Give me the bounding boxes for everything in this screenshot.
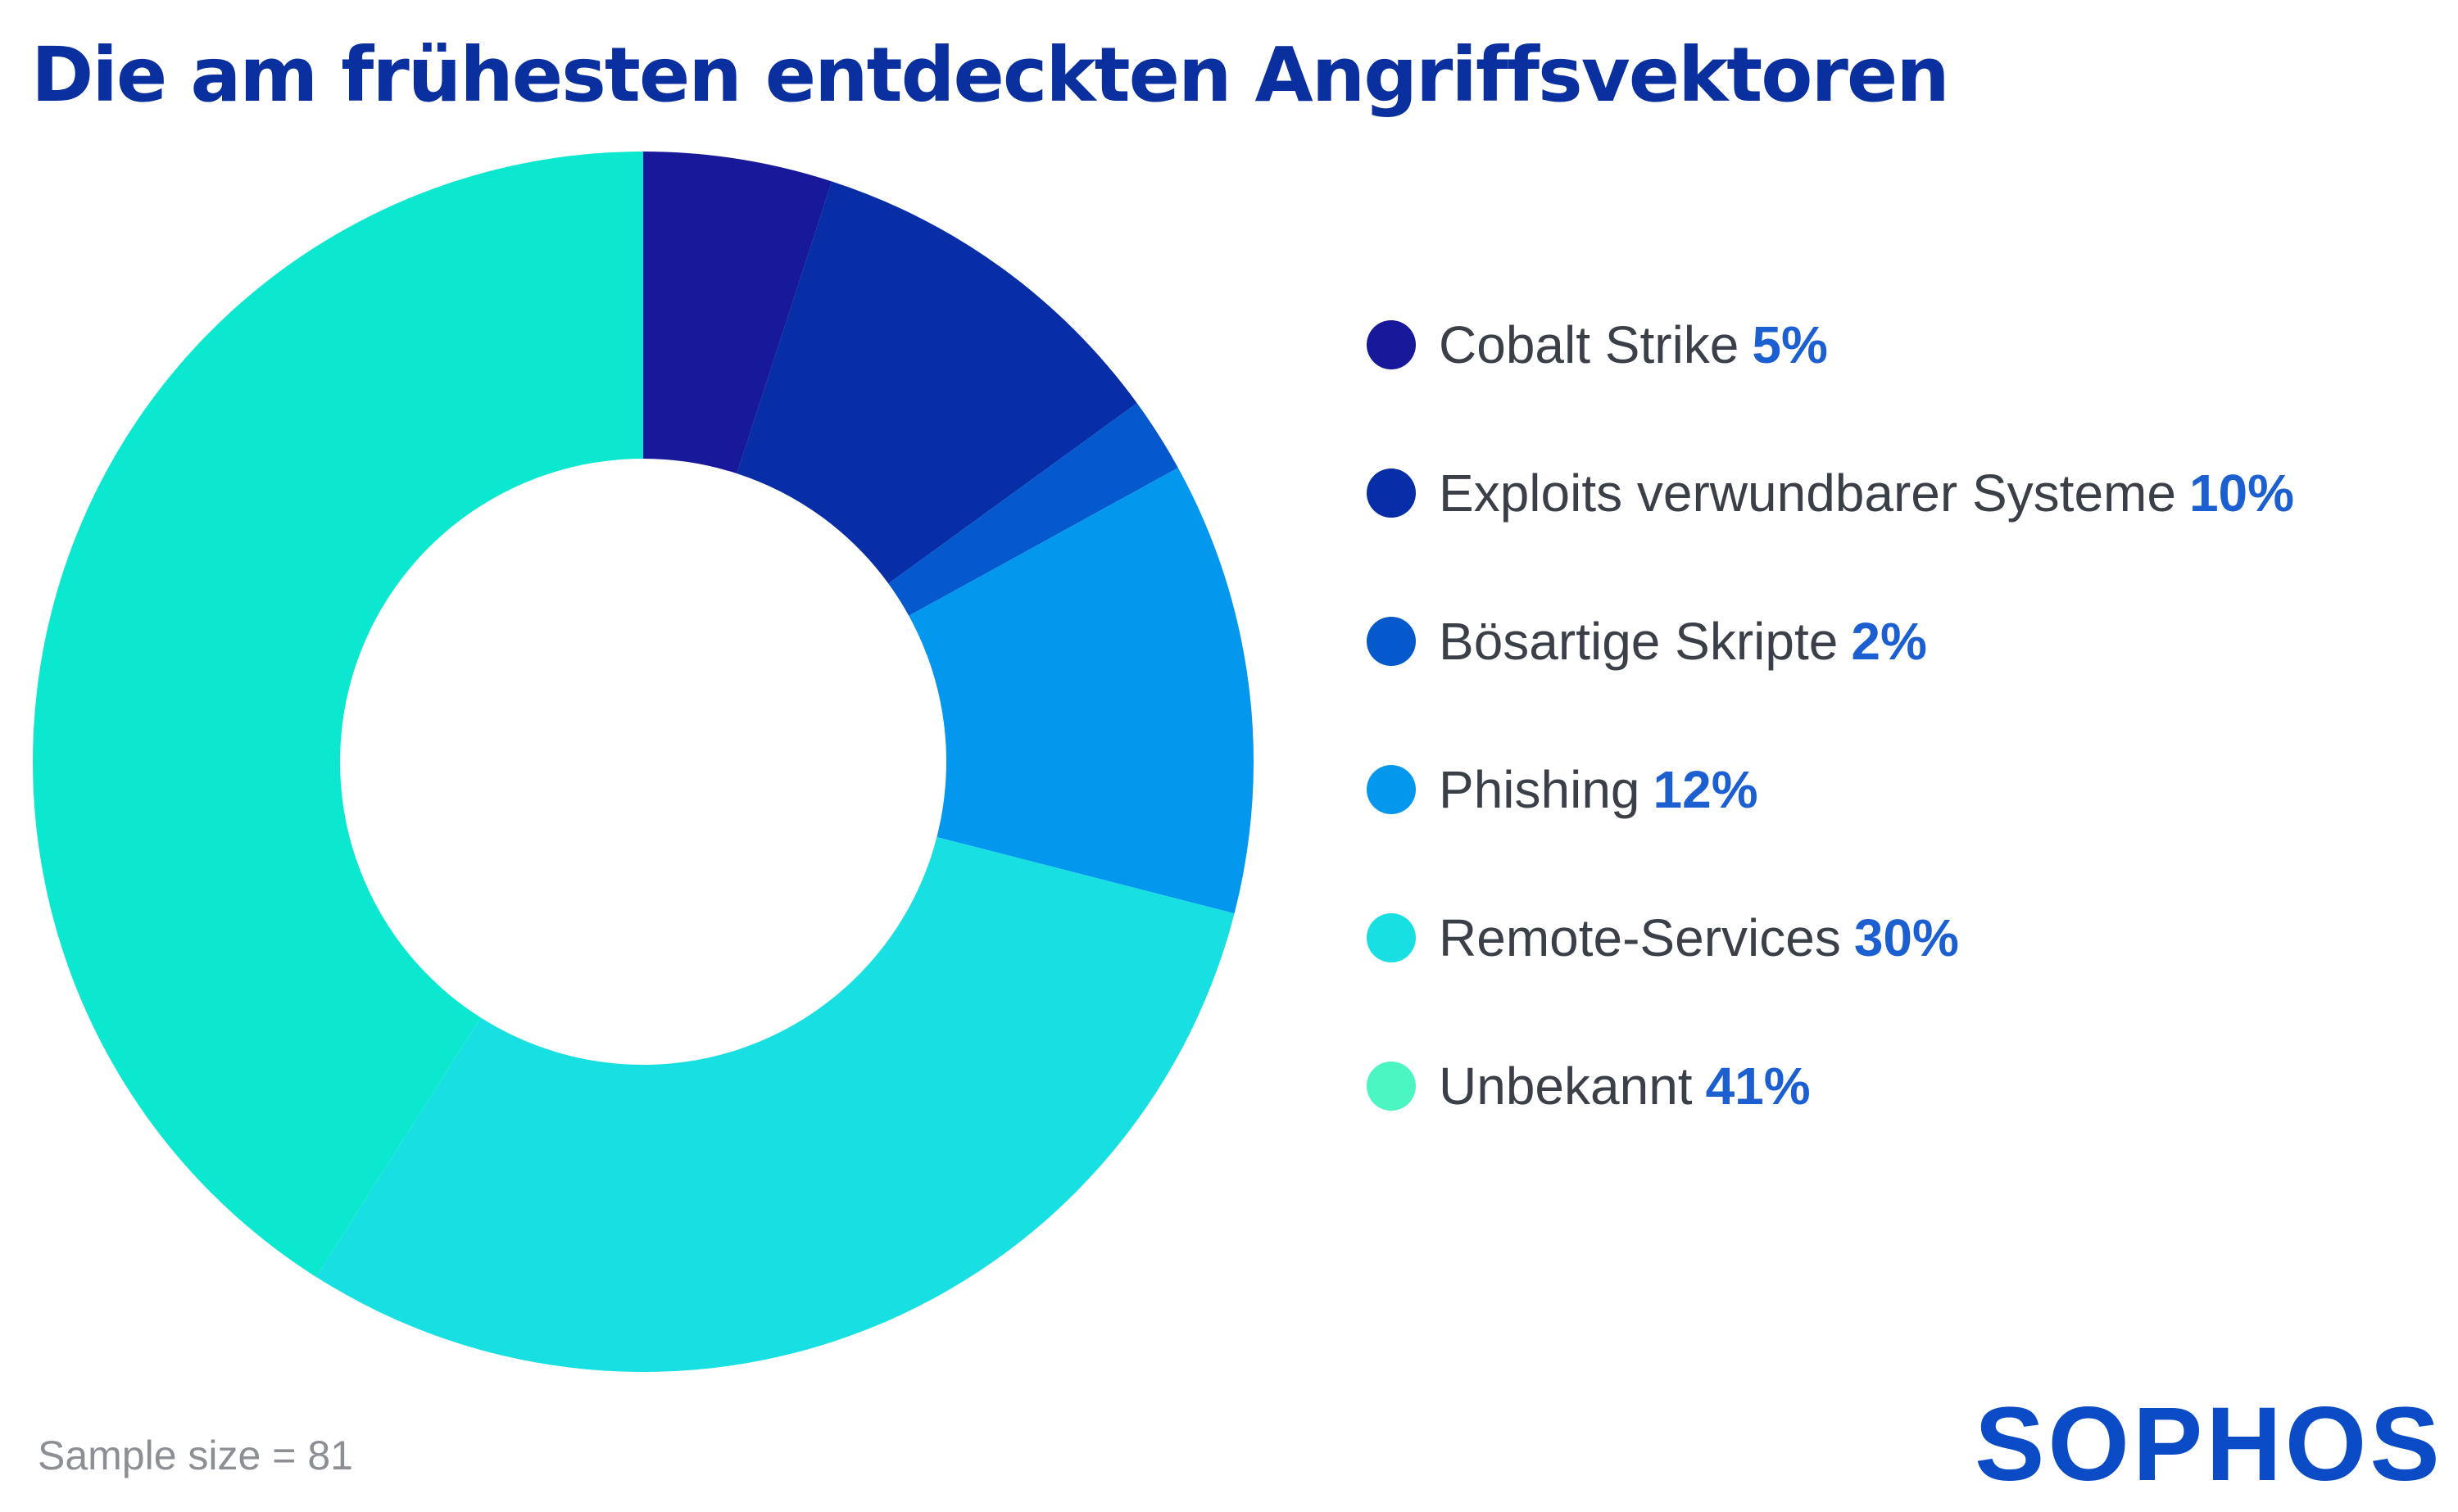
donut-slices	[32, 152, 1254, 1373]
legend-swatch	[1367, 1061, 1416, 1111]
slice-cobalt-strike	[643, 152, 832, 474]
legend-value: 5%	[1752, 315, 1828, 374]
slice-exploits-verwundbarer-systeme	[737, 181, 1137, 584]
slice-phishing	[909, 468, 1254, 914]
donut-chart	[32, 152, 1254, 1373]
legend-value: 41%	[1705, 1056, 1811, 1116]
legend-value: 12%	[1653, 759, 1758, 819]
legend-label: Bösartige Skripte	[1439, 611, 1839, 671]
legend-item: Bösartige Skripte 2%	[1367, 567, 2294, 715]
legend-value: 10%	[2188, 463, 2295, 523]
slice-bösartige-skripte	[888, 403, 1178, 616]
legend-item: Unbekannt 41%	[1367, 1012, 2294, 1160]
legend-item: Remote-Services 30%	[1367, 863, 2294, 1012]
legend-item: Phishing 12%	[1367, 715, 2294, 863]
legend-value: 2%	[1851, 611, 1927, 671]
legend-swatch	[1367, 468, 1416, 518]
legend-label: Cobalt Strike	[1439, 315, 1739, 374]
slice-remote-services	[315, 837, 1235, 1373]
legend-item: Exploits verwundbarer Systeme 10%	[1367, 419, 2294, 567]
legend-value: 30%	[1853, 908, 1959, 967]
legend-swatch	[1367, 319, 1416, 369]
legend: Cobalt Strike 5% Exploits verwundbarer S…	[1367, 270, 2294, 1160]
legend-swatch	[1367, 616, 1416, 666]
legend-item: Cobalt Strike 5%	[1367, 270, 2294, 419]
legend-label: Phishing	[1439, 759, 1640, 819]
chart-title: Die am frühesten entdeckten Angriffsvekt…	[31, 31, 1950, 119]
legend-swatch	[1367, 912, 1416, 962]
legend-label: Remote-Services	[1439, 908, 1841, 967]
legend-label: Exploits verwundbarer Systeme	[1439, 463, 2176, 523]
legend-swatch	[1367, 764, 1416, 814]
slice-unbekannt	[32, 152, 643, 1278]
sophos-logo: SOPHOS	[1975, 1386, 2443, 1503]
sample-size-note: Sample size = 81	[38, 1433, 353, 1478]
legend-label: Unbekannt	[1439, 1056, 1693, 1116]
